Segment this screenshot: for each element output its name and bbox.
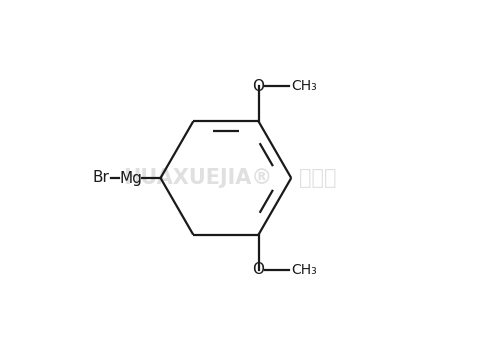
Text: 化学加: 化学加	[299, 168, 336, 188]
Text: CH₃: CH₃	[291, 263, 317, 277]
Text: Br: Br	[92, 171, 109, 185]
Text: CH₃: CH₃	[291, 79, 317, 93]
Text: O: O	[252, 262, 264, 277]
Text: Mg: Mg	[119, 171, 142, 185]
Text: O: O	[252, 79, 264, 94]
Text: HUAXUEJIA®: HUAXUEJIA®	[123, 168, 272, 188]
